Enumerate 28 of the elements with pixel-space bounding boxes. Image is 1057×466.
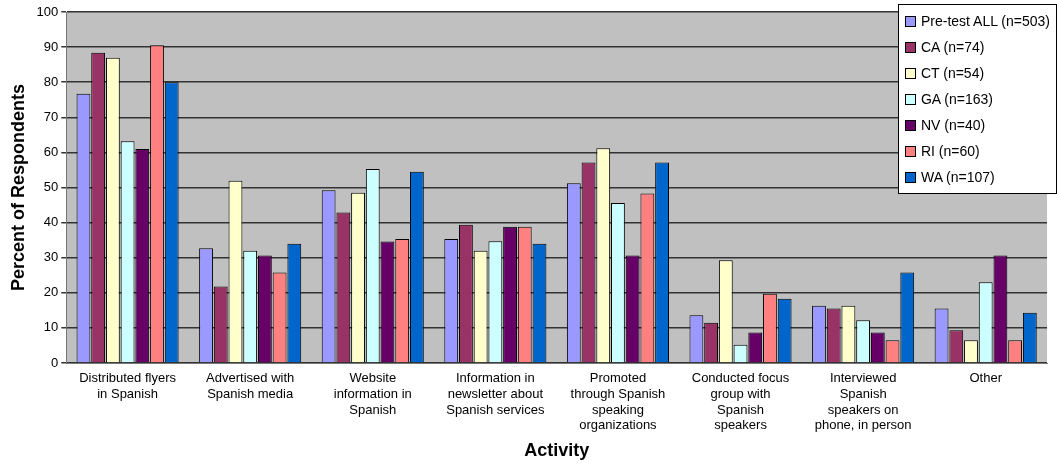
y-tick-label: 90	[43, 38, 59, 54]
legend-label: CA (n=74)	[920, 38, 985, 57]
y-tick-label: 70	[43, 108, 59, 124]
x-tick-label: Distributed flyers in Spanish	[79, 370, 177, 401]
x-tick-label: Information in newsletter about Spanish services	[446, 370, 545, 417]
legend-label: NV (n=40)	[920, 116, 986, 135]
y-tick-label: 0	[51, 354, 59, 370]
y-tick-label: 50	[43, 179, 59, 195]
y-tick-label: 80	[43, 73, 59, 89]
x-tick-label: Advertised with Spanish media	[206, 370, 295, 401]
legend-label: Pre-test ALL (n=503)	[920, 12, 1050, 31]
y-tick-label: 60	[43, 143, 59, 159]
legend-label: GA (n=163)	[920, 90, 993, 109]
y-tick-label: 10	[43, 319, 59, 335]
x-tick-label: Website information in Spanish	[333, 370, 412, 417]
x-tick-label: Conducted focus group with Spanish speakers	[691, 370, 790, 433]
x-axis-title: Activity	[524, 440, 590, 461]
y-tick-label: 30	[43, 249, 59, 265]
legend-label: CT (n=54)	[920, 64, 985, 83]
x-tick-label: Interviewed Spanish speakers on phone, in person	[814, 370, 912, 433]
y-tick-label: 40	[43, 214, 59, 230]
y-axis-title: Percent of Respondents	[7, 83, 28, 292]
x-tick-label: Promoted through Spanish speaking organizations	[570, 370, 666, 433]
legend-label: WA (n=107)	[920, 168, 995, 187]
y-tick-label: 20	[43, 284, 59, 300]
x-tick-label: Other	[969, 370, 1003, 386]
y-tick-label: 100	[36, 3, 59, 19]
legend-label: RI (n=60)	[920, 142, 980, 161]
